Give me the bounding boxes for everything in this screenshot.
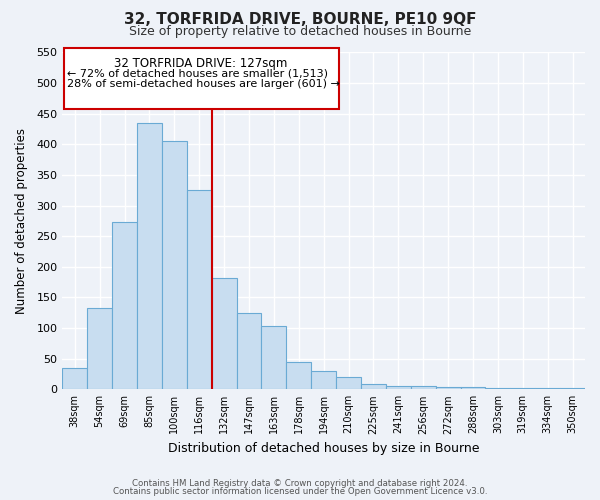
FancyBboxPatch shape <box>64 48 338 110</box>
Bar <box>386 386 411 390</box>
Bar <box>511 388 535 390</box>
Text: Contains public sector information licensed under the Open Government Licence v3: Contains public sector information licen… <box>113 487 487 496</box>
Bar <box>137 123 162 390</box>
Text: Size of property relative to detached houses in Bourne: Size of property relative to detached ho… <box>129 25 471 38</box>
Text: Contains HM Land Registry data © Crown copyright and database right 2024.: Contains HM Land Registry data © Crown c… <box>132 478 468 488</box>
Text: 32, TORFRIDA DRIVE, BOURNE, PE10 9QF: 32, TORFRIDA DRIVE, BOURNE, PE10 9QF <box>124 12 476 28</box>
Y-axis label: Number of detached properties: Number of detached properties <box>15 128 28 314</box>
Bar <box>236 312 262 390</box>
Bar <box>535 388 560 390</box>
Text: 28% of semi-detached houses are larger (601) →: 28% of semi-detached houses are larger (… <box>67 78 340 88</box>
Bar <box>162 140 187 390</box>
Bar <box>436 388 461 390</box>
Bar <box>311 371 336 390</box>
Bar <box>187 190 212 390</box>
Bar <box>212 278 236 390</box>
Bar <box>485 388 511 390</box>
Bar <box>336 377 361 390</box>
Bar <box>461 388 485 390</box>
Bar <box>262 326 286 390</box>
X-axis label: Distribution of detached houses by size in Bourne: Distribution of detached houses by size … <box>168 442 479 455</box>
Text: 32 TORFRIDA DRIVE: 127sqm: 32 TORFRIDA DRIVE: 127sqm <box>115 56 288 70</box>
Text: ← 72% of detached houses are smaller (1,513): ← 72% of detached houses are smaller (1,… <box>67 68 328 78</box>
Bar <box>87 308 112 390</box>
Bar <box>411 386 436 390</box>
Bar <box>286 362 311 390</box>
Bar <box>62 368 87 390</box>
Bar <box>361 384 386 390</box>
Bar <box>112 222 137 390</box>
Bar <box>560 388 585 390</box>
